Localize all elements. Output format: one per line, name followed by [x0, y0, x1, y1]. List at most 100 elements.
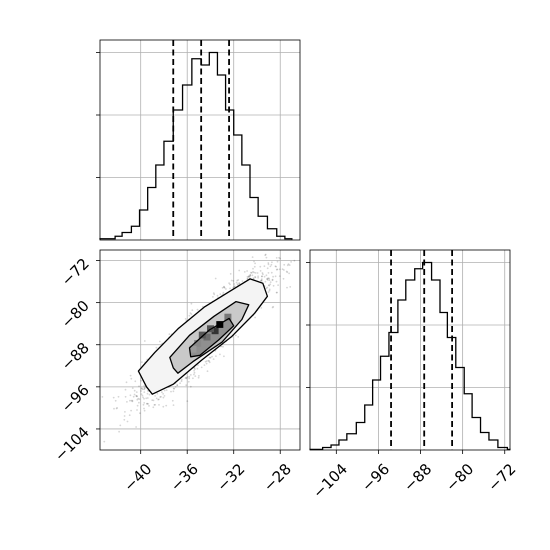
scatter-point — [275, 291, 278, 294]
panel-joint-frame — [99, 249, 301, 451]
scatter-point — [197, 376, 200, 379]
scatter-point — [180, 380, 183, 383]
scatter-point — [216, 294, 219, 297]
scatter-point — [143, 387, 146, 390]
scatter-point — [180, 378, 183, 381]
scatter-point — [188, 375, 191, 378]
scatter-point — [286, 264, 289, 267]
scatter-point — [261, 272, 264, 274]
scatter-point — [275, 268, 278, 271]
scatter-point — [267, 284, 270, 287]
scatter-point — [129, 394, 132, 397]
scatter-point — [275, 257, 278, 259]
scatter-point — [162, 405, 165, 408]
scatter-point — [249, 274, 252, 277]
panel-marginal-y-frame — [309, 249, 511, 451]
scatter-point — [153, 404, 156, 406]
scatter-point — [213, 293, 216, 296]
density-level-fill — [189, 318, 234, 357]
quantile-lines-x — [172, 40, 230, 240]
scatter-point — [138, 401, 140, 404]
scatter-point — [275, 280, 278, 283]
scatter-point — [243, 271, 246, 273]
scatter-point — [211, 355, 213, 358]
scatter-point — [135, 394, 138, 397]
scatter-point — [263, 265, 266, 268]
scatter-point — [204, 360, 207, 363]
scatter-point — [163, 389, 166, 392]
scatter-point — [118, 430, 120, 433]
scatter-point — [203, 364, 206, 366]
scatter-point — [278, 256, 280, 259]
scatter-point — [246, 270, 249, 272]
scatter-point — [136, 409, 138, 411]
scatter-point — [143, 340, 146, 342]
scatter-point — [222, 291, 225, 294]
scatter-point — [137, 397, 140, 400]
scatter-point — [185, 384, 188, 387]
scatter-point — [270, 271, 273, 274]
scatter-point — [268, 277, 271, 280]
scatter-point — [123, 418, 126, 421]
scatter-point — [252, 267, 254, 270]
scatter-point — [197, 364, 199, 366]
scatter-point — [147, 403, 150, 405]
scatter-point — [126, 420, 129, 423]
scatter-point — [253, 271, 256, 274]
scatter-point — [186, 400, 189, 402]
scatter-point — [187, 380, 190, 383]
scatter-point — [208, 360, 210, 362]
scatter-point — [286, 286, 288, 289]
scatter-point — [209, 356, 212, 359]
scatter-point — [162, 396, 165, 399]
density-contours — [137, 278, 269, 395]
scatter-point — [185, 376, 188, 379]
scatter-point — [266, 279, 269, 281]
scatter-point — [124, 411, 126, 413]
scatter-point — [179, 382, 182, 385]
scatter-point — [266, 286, 269, 289]
scatter-point — [221, 286, 224, 289]
scatter-point — [234, 334, 237, 337]
scatter-point — [265, 287, 268, 290]
scatter-point — [252, 270, 254, 273]
scatter-point — [254, 276, 256, 278]
scatter-point — [151, 399, 154, 401]
scatter-point — [188, 314, 191, 317]
scatter-point — [143, 397, 145, 400]
scatter-point — [189, 312, 192, 314]
scatter-point — [223, 285, 225, 288]
scatter-point — [256, 272, 259, 274]
scatter-point — [250, 271, 252, 274]
scatter-point — [276, 291, 278, 294]
scatter-point — [254, 272, 257, 274]
panel-joint: −40 −36 −32 −28 −72−80−88−96−104 — [51, 249, 301, 495]
scatter-point — [171, 399, 174, 402]
density-contour — [169, 300, 250, 374]
scatter-point — [268, 289, 271, 292]
scatter-point — [236, 283, 239, 285]
scatter-point — [140, 388, 143, 390]
scatter-point — [214, 277, 217, 280]
scatter-point — [172, 387, 175, 390]
panel-marginal-y-yticks — [306, 262, 310, 388]
scatter-point — [200, 366, 203, 369]
scatter-point — [152, 399, 155, 402]
scatter-point — [158, 404, 160, 406]
scatter-point — [206, 370, 209, 373]
scatter-point — [133, 389, 136, 392]
panel-marginal-x — [96, 39, 301, 241]
scatter-point — [136, 395, 139, 398]
scatter-point — [271, 278, 274, 281]
scatter-point — [142, 403, 145, 406]
scatter-point — [134, 380, 137, 383]
scatter-point — [198, 375, 200, 377]
scatter-point — [278, 268, 281, 271]
scatter-point — [229, 287, 232, 290]
scatter-point — [246, 278, 249, 280]
scatter-point — [266, 277, 269, 280]
scatter-point — [265, 256, 268, 259]
scatter-point — [190, 302, 193, 305]
scatter-point — [143, 388, 146, 391]
density-cell — [211, 327, 219, 335]
